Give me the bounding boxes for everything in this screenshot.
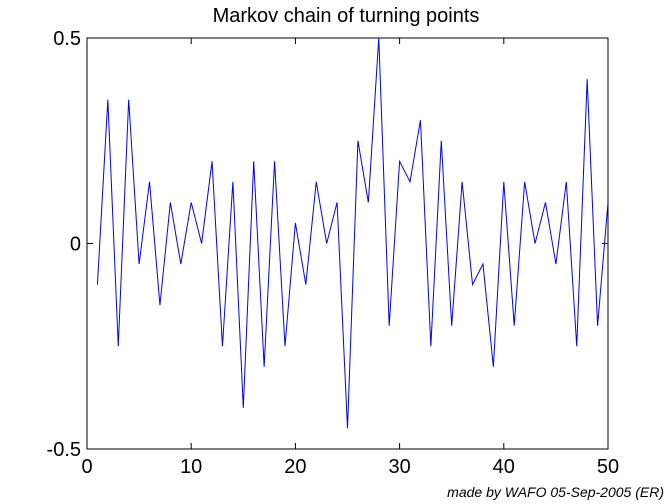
y-axis: -0.5 0 0.5 <box>47 28 608 461</box>
y-tick-label: 0 <box>70 234 81 256</box>
x-tick-label: 0 <box>81 456 92 478</box>
y-tick-label: -0.5 <box>47 439 81 461</box>
x-tick-label: 10 <box>180 456 202 478</box>
credit-text: made by WAFO 05-Sep-2005 (ER) <box>447 484 664 500</box>
x-tick-label: 20 <box>284 456 306 478</box>
series-line <box>96 37 609 429</box>
x-tick-label: 50 <box>597 456 619 478</box>
x-tick-label: 40 <box>493 456 515 478</box>
x-tick-label: 30 <box>388 456 410 478</box>
plot-area <box>86 37 609 450</box>
series-layer <box>96 37 609 429</box>
chart-title: Markov chain of turning points <box>213 5 480 27</box>
x-axis: 0 10 20 30 40 50 <box>81 38 619 478</box>
y-tick-label: 0.5 <box>53 28 81 50</box>
